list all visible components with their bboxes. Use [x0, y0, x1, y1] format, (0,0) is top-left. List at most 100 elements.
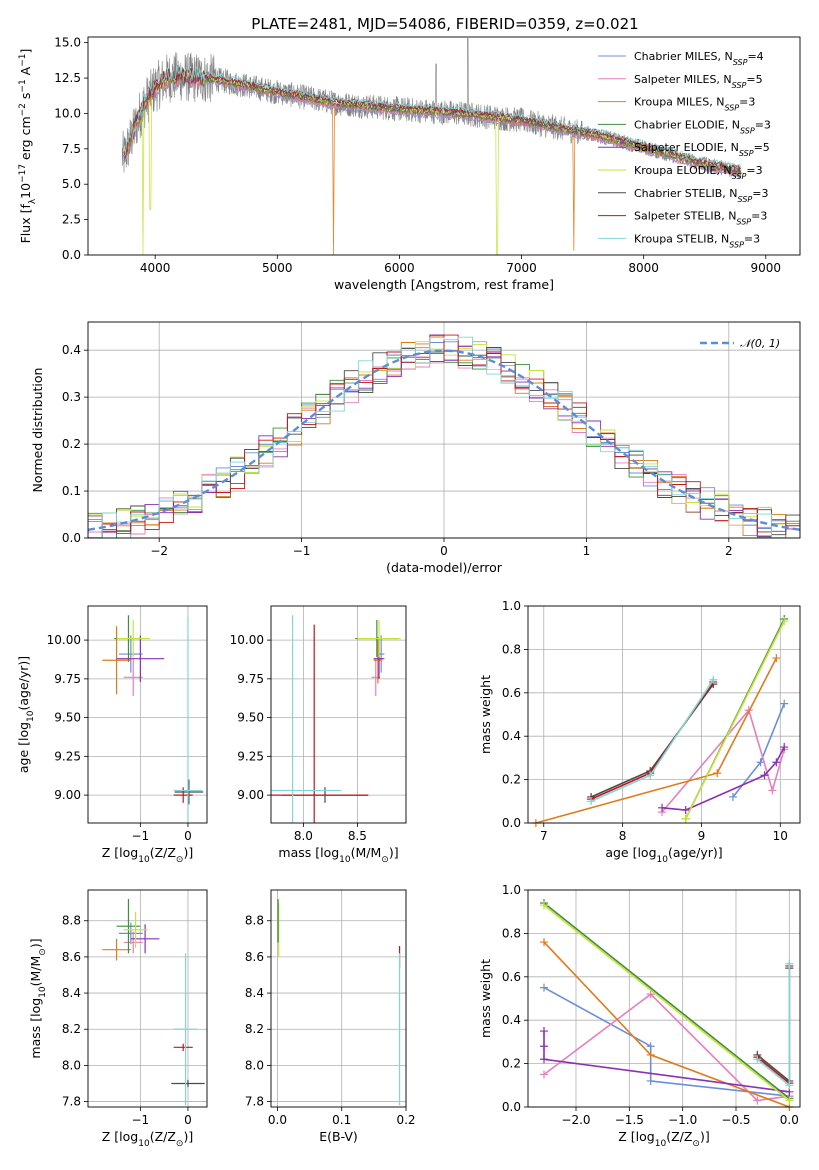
x-axis-label-part: ⊙	[692, 1139, 700, 1149]
axes-frame	[527, 889, 801, 1108]
massweight-line	[590, 679, 714, 803]
figure-title: PLATE=2481, MJD=54086, FIBERID=0359, z=0…	[251, 15, 638, 33]
tick-label-x: −1.0	[668, 1113, 697, 1127]
massweight-line	[543, 1031, 790, 1093]
legend-entry: Kroupa ELODIE, NSSP=3	[634, 164, 763, 181]
tick-label-y: 9.50	[54, 711, 81, 725]
massweight-line	[756, 966, 791, 1085]
tick-label-x: −1	[132, 1113, 150, 1127]
legend-entry-part: =5	[754, 141, 770, 154]
massweight-point	[646, 1050, 655, 1059]
axes-frame	[87, 36, 801, 256]
axes-frame	[87, 605, 208, 824]
tick-label-y: 10.0	[54, 106, 81, 120]
tick-label-y: 10.00	[230, 633, 264, 647]
massweight-point	[646, 771, 655, 780]
tick-label-x: 7000	[506, 261, 537, 275]
tick-label-x: −1	[293, 544, 311, 558]
x-axis-label-part: mass [log	[278, 845, 339, 860]
x-axis-label-part: )]	[389, 845, 399, 860]
mass-vs-extinction-panel: 0.0 0.1 0.2 7.8 8.0 8.2 8.4 8.6 8.8 E(B-V)	[245, 889, 416, 1144]
mass-vs-metallicity-panel: −1 07.88.08.28.48.68.8Z [log10(Z/Z⊙)]mass…	[28, 889, 208, 1149]
massweight-line	[661, 746, 785, 811]
model-spectrum-line	[123, 65, 742, 169]
tick-label-y: 0.0	[62, 248, 81, 262]
y-axis-label-part: −17	[18, 164, 28, 183]
x-axis-label: E(B-V)	[319, 1129, 358, 1144]
spectrum-panel: 4000 5000 6000 7000 8000 9000 0.0 2.5 5.0 7.5 10.0…	[18, 36, 801, 292]
tick-label-y: 9.25	[237, 749, 264, 763]
tick-label-x: 0.1	[332, 1113, 351, 1127]
x-axis-label-part: (age/yr)]	[668, 845, 723, 860]
massweight-point	[681, 805, 690, 814]
massweight-point	[540, 1027, 548, 1036]
observed-spectrum-line	[121, 38, 742, 179]
massweight-point	[646, 1076, 655, 1085]
massweight-point	[780, 617, 789, 626]
tick-label-y: 1.0	[502, 599, 521, 613]
tick-label-y: 0.6	[502, 686, 521, 700]
tick-label-y: 0.1	[62, 484, 81, 498]
massweight-point	[540, 938, 548, 947]
tick-label-y: 8.8	[245, 914, 264, 928]
y-axis-label: Flux [fλ10−17 erg cm−2 s−1 A−1]	[18, 49, 38, 244]
tick-label-x: −1.5	[615, 1113, 644, 1127]
massweight-line	[732, 703, 785, 798]
tick-label-x: 6000	[384, 261, 415, 275]
tick-label-y: 0.0	[502, 1100, 521, 1114]
legend-entry-part: SSP	[736, 217, 751, 226]
massweight-point	[681, 814, 690, 823]
tick-label-y: 0.2	[502, 773, 521, 787]
tick-label-y: 8.2	[62, 1022, 81, 1036]
legend-entry-part: Salpeter STELIB, N	[634, 210, 736, 223]
tick-label-x: 10	[773, 829, 788, 843]
x-axis-label-part: (M/M	[351, 845, 382, 860]
x-axis-label: wavelength [Angstrom, rest frame]	[334, 277, 554, 292]
tick-label-x: 0	[184, 829, 192, 843]
tick-label-y: 8.4	[62, 986, 81, 1000]
massweight-point	[540, 1070, 548, 1079]
massweight-point	[658, 803, 667, 812]
legend-entry-part: SSP	[732, 80, 747, 89]
legend-entry-part: =3	[751, 210, 767, 223]
y-axis-label-part: Flux [f	[18, 204, 33, 244]
massweight-line	[590, 681, 714, 800]
massweight-line	[543, 993, 790, 1102]
tick-label-y: 8.0	[62, 1058, 81, 1072]
legend-entry: Salpeter STELIB, NSSP=3	[634, 210, 767, 227]
legend-entry: Chabrier ELODIE, NSSP=3	[634, 118, 771, 135]
x-axis-label-part: Z [log	[102, 845, 138, 860]
tick-label-x: −1	[132, 829, 150, 843]
y-axis-label-part: (M/M	[28, 956, 43, 987]
legend-entry-part: Chabrier ELODIE, N	[634, 118, 740, 131]
y-axis-label-part: −1	[18, 79, 28, 92]
y-axis-label-part: λ	[28, 198, 38, 204]
x-axis-label-part: 10	[655, 1139, 667, 1149]
legend-entry-part: SSP	[733, 58, 748, 67]
x-axis-label-part: (Z/Z	[666, 1129, 692, 1144]
x-axis-label-part: 10	[138, 1139, 150, 1149]
tick-label-y: 0.8	[502, 642, 521, 656]
tick-label-y: 10.00	[47, 633, 81, 647]
tick-label-x: 1	[583, 544, 591, 558]
tick-label-x: 7	[540, 829, 548, 843]
legend-entry-part: SSP	[724, 103, 739, 112]
tick-label-x: 8.5	[348, 829, 367, 843]
x-axis-label-part: Z [log	[618, 1129, 654, 1144]
massweight-point	[780, 699, 789, 708]
y-axis-label-part: A	[18, 66, 33, 79]
massweight-point	[540, 983, 548, 992]
legend-entry-part: Kroupa STELIB, N	[634, 232, 729, 245]
y-axis-label-part: erg cm	[18, 116, 33, 164]
legend-entry-part: Kroupa ELODIE, N	[634, 164, 732, 177]
y-axis-label: Normed distribution	[30, 368, 45, 493]
massweight-point	[768, 786, 777, 795]
y-axis-label-part: ⊙	[38, 948, 48, 956]
axes-frame	[87, 889, 208, 1108]
y-axis-label-part: −1	[18, 54, 28, 67]
tick-label-y: 0.4	[502, 729, 521, 743]
massweight-point	[772, 654, 781, 663]
tick-label-y: 5.0	[62, 177, 81, 191]
tick-label-y: 2.5	[62, 213, 81, 227]
legend-entry-part: SSP	[729, 240, 744, 249]
